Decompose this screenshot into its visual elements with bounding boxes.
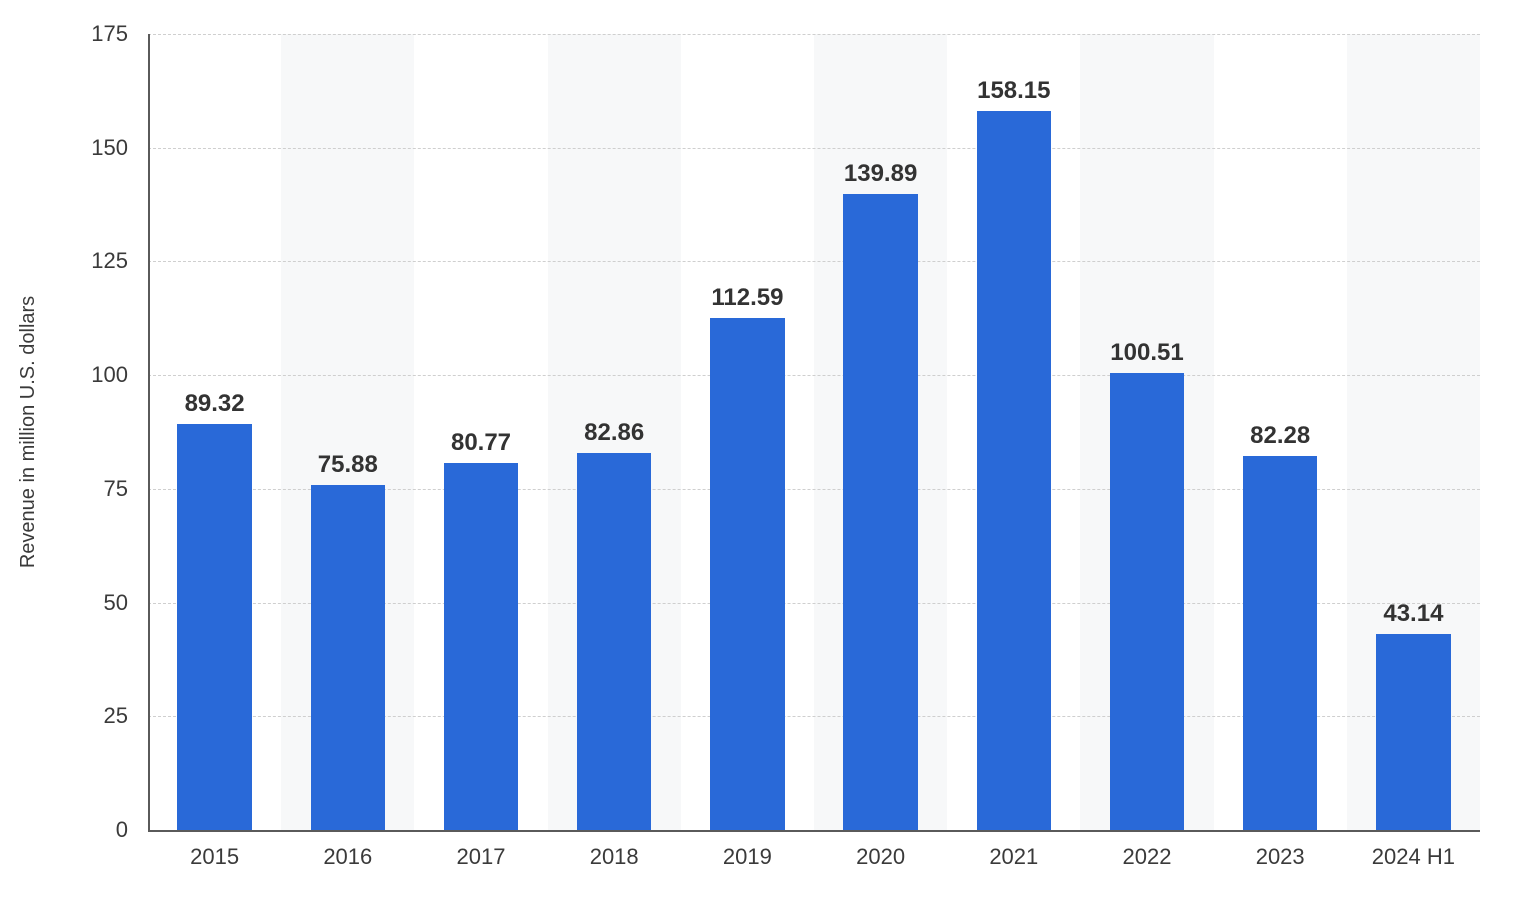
bar-value-label: 82.86 [584, 419, 644, 447]
y-tick-label: 50 [68, 590, 128, 616]
bar [311, 485, 386, 830]
x-tick-label: 2023 [1256, 844, 1305, 870]
x-tick-label: 2022 [1123, 844, 1172, 870]
bar [177, 424, 252, 830]
bar-value-label: 43.14 [1383, 600, 1443, 628]
bar-value-label: 112.59 [711, 284, 783, 312]
x-tick-label: 2024 H1 [1372, 844, 1455, 870]
bar [977, 111, 1052, 830]
x-tick-label: 2015 [190, 844, 239, 870]
bar [710, 318, 785, 830]
bar [843, 194, 918, 830]
bar-value-label: 75.88 [318, 451, 378, 479]
y-tick-label: 125 [68, 248, 128, 274]
gridline [148, 375, 1480, 376]
bar [1376, 634, 1451, 830]
bar-value-label: 82.28 [1250, 422, 1310, 450]
bar [1110, 373, 1185, 830]
bar-value-label: 139.89 [844, 160, 917, 188]
x-tick-label: 2019 [723, 844, 772, 870]
y-tick-label: 100 [68, 362, 128, 388]
gridline [148, 148, 1480, 149]
bar-value-label: 158.15 [977, 77, 1050, 105]
y-tick-label: 175 [68, 21, 128, 47]
y-tick-label: 150 [68, 135, 128, 161]
x-tick-label: 2020 [856, 844, 905, 870]
bar [1243, 456, 1318, 830]
bar-value-label: 100.51 [1110, 339, 1183, 367]
y-axis-line [148, 34, 150, 830]
x-tick-label: 2018 [590, 844, 639, 870]
gridline [148, 34, 1480, 35]
y-axis-title: Revenue in million U.S. dollars [17, 296, 40, 568]
bar-value-label: 89.32 [185, 390, 245, 418]
y-tick-label: 0 [68, 817, 128, 843]
gridline [148, 261, 1480, 262]
x-tick-label: 2016 [323, 844, 372, 870]
x-tick-label: 2017 [457, 844, 506, 870]
bar [444, 463, 519, 830]
bar-value-label: 80.77 [451, 429, 511, 457]
y-tick-label: 75 [68, 476, 128, 502]
y-tick-label: 25 [68, 703, 128, 729]
x-axis-line [148, 830, 1480, 832]
revenue-bar-chart: Revenue in million U.S. dollars 0 25 50 75 1… [0, 0, 1534, 904]
bar [577, 453, 652, 830]
x-tick-label: 2021 [989, 844, 1038, 870]
